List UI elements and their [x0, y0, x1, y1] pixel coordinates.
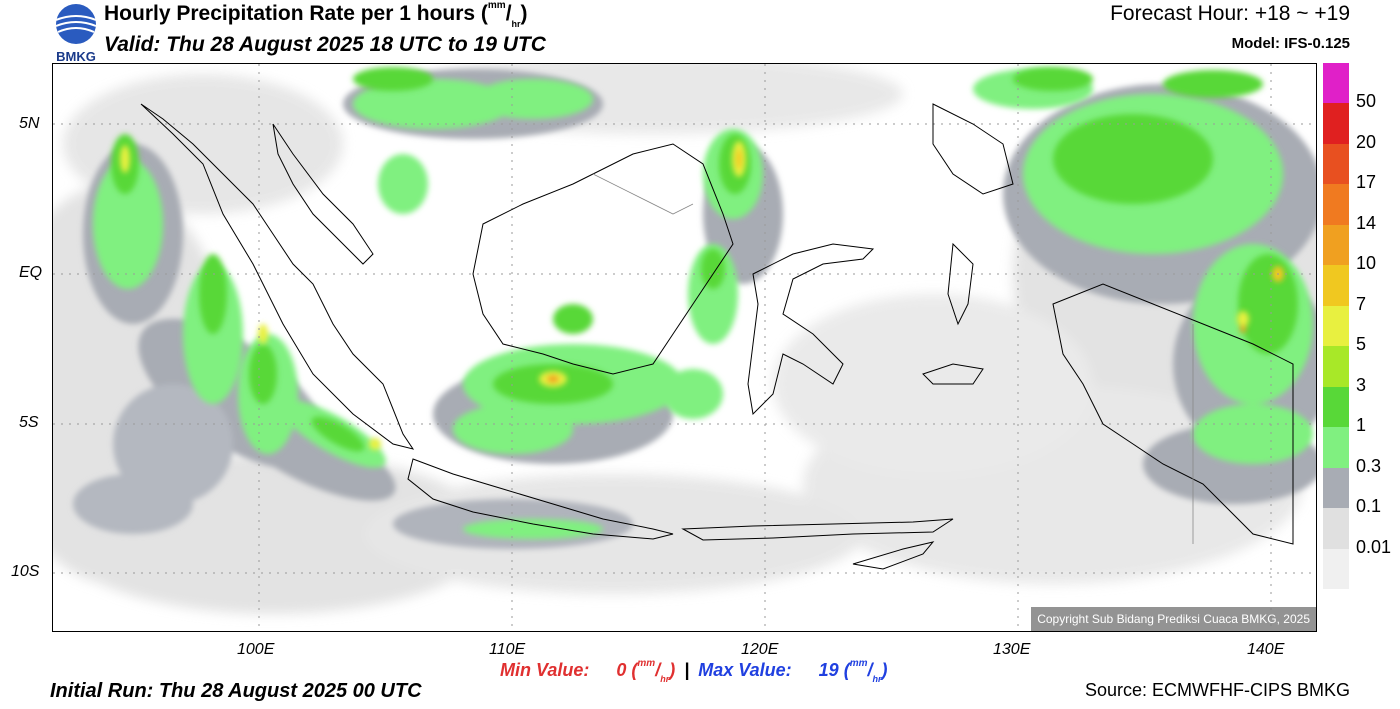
colorbar-label: 14: [1356, 212, 1377, 233]
min-value: 0: [616, 660, 627, 680]
min-unit-sup: mm: [637, 658, 656, 669]
model-name: Model: IFS-0.125: [1231, 35, 1350, 52]
max-unit-sub: hr: [872, 674, 882, 684]
colorbar-swatch: [1323, 427, 1349, 469]
copyright-text: Copyright Sub Bidang Prediksi Cuaca BMKG…: [1037, 612, 1310, 626]
data-source: Source: ECMWFHF-CIPS BMKG: [1084, 680, 1350, 700]
colorbar-label: 20: [1356, 131, 1377, 152]
max-value: 19: [818, 660, 839, 680]
title-text: Hourly Precipitation Rate per 1 hours (: [104, 2, 488, 25]
colorbar-label: 0.3: [1356, 455, 1382, 476]
colorbar-swatch: [1323, 305, 1349, 347]
colorbar-label: 0.01: [1356, 536, 1392, 557]
colorbar-label: 7: [1356, 293, 1367, 314]
bmkg-logo: BMKG: [52, 2, 100, 64]
title-unit-sup: mm: [487, 0, 506, 11]
colorbar-swatch: [1323, 265, 1349, 307]
lon-label-140e: 140E: [1247, 641, 1285, 658]
map-canvas: [53, 64, 1316, 631]
bmkg-emblem-icon: [55, 4, 97, 44]
lon-label-130e: 130E: [993, 641, 1031, 658]
max-value-label: Max Value:: [698, 660, 792, 680]
lon-label-110e: 110E: [489, 641, 526, 658]
colorbar-label: 1: [1356, 415, 1367, 436]
min-value-label: Min Value:: [500, 660, 590, 680]
colorbar-label: 10: [1356, 253, 1377, 274]
colorbar-swatch: [1323, 508, 1349, 550]
colorbar-label: 0.1: [1356, 496, 1382, 517]
lat-lon-grid: [53, 64, 1316, 631]
colorbar-swatch: [1323, 346, 1349, 388]
colorbar-swatch: [1323, 224, 1349, 266]
colorbar-swatch: [1323, 548, 1349, 590]
chart-title: Hourly Precipitation Rate per 1 hours (m…: [104, 0, 528, 29]
initial-run: Initial Run: Thu 28 August 2025 00 UTC: [50, 680, 422, 702]
copyright-banner: Copyright Sub Bidang Prediksi Cuaca BMKG…: [1031, 607, 1316, 631]
colorbar-swatch: [1323, 103, 1349, 145]
lat-label-5n: 5N: [19, 115, 40, 132]
colorbar-swatch: [1323, 63, 1349, 104]
max-unit-sup: mm: [849, 658, 868, 669]
colorbar-swatch: [1323, 467, 1349, 509]
title-unit-sub: hr: [511, 19, 521, 29]
lon-label-120e: 120E: [741, 641, 779, 658]
lat-label-5s: 5S: [19, 414, 39, 431]
min-max-line: Min Value: 0 (mm/hr) | Max Value: 19 (mm…: [500, 658, 888, 684]
min-max-separator: |: [684, 660, 690, 680]
colorbar-swatch: [1323, 184, 1349, 226]
lat-label-10s: 10S: [11, 563, 40, 580]
coastlines: [140, 103, 1294, 570]
colorbar-label: 50: [1356, 91, 1377, 112]
colorbar-label: 17: [1356, 172, 1377, 193]
precip-layer-peaks: [120, 141, 1284, 450]
forecast-hour: Forecast Hour: +18 ~ +19: [1110, 2, 1350, 25]
title-close: ): [520, 2, 528, 25]
colorbar-label: 3: [1356, 374, 1367, 395]
precipitation-map: Copyright Sub Bidang Prediksi Cuaca BMKG…: [52, 63, 1317, 632]
country-borders: [592, 173, 1194, 544]
lon-label-100e: 100E: [237, 641, 275, 658]
colorbar-swatch: [1323, 386, 1349, 428]
colorbar-swatch: [1323, 143, 1349, 185]
bmkg-logo-text: BMKG: [56, 49, 96, 64]
min-unit-sub: hr: [660, 674, 670, 684]
valid-time: Valid: Thu 28 August 2025 18 UTC to 19 U…: [104, 33, 546, 56]
lat-label-eq: EQ: [19, 264, 43, 281]
colorbar-label: 5: [1356, 334, 1367, 355]
